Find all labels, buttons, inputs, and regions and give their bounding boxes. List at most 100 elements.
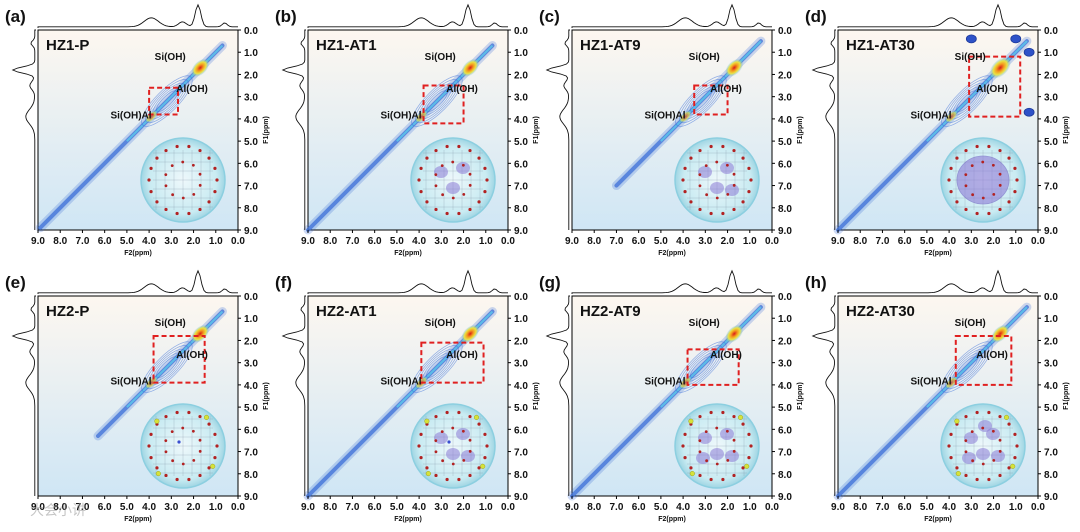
- mesopore: [698, 432, 712, 444]
- mesopore: [962, 452, 976, 464]
- framework-atom: [417, 178, 421, 182]
- contour-line: [941, 75, 993, 127]
- x-tick-label: 9.0: [301, 236, 315, 247]
- framework-atom: [457, 211, 461, 216]
- y-tick-label: 2.0: [514, 336, 528, 347]
- y-tick-label: 8.0: [244, 204, 258, 215]
- y-tick-label: 7.0: [1044, 182, 1058, 193]
- x-tick-label: 0.0: [501, 236, 515, 247]
- x-tick-label: 0.0: [765, 502, 779, 513]
- framework-atom: [187, 477, 191, 482]
- framework-atom: [1013, 456, 1017, 460]
- left-projection: [545, 29, 570, 230]
- framework-atom: [445, 211, 449, 216]
- x-tick-label: 2.0: [987, 236, 1001, 247]
- y-tick-label: 6.0: [514, 425, 528, 436]
- extra-framework-al: [473, 414, 480, 420]
- x-tick-label: 7.0: [875, 236, 889, 247]
- framework-atom: [964, 439, 968, 443]
- framework-atom: [721, 477, 725, 482]
- framework-atom: [987, 410, 991, 415]
- x-tick-label: 5.0: [390, 236, 404, 247]
- x-tick-label: 7.0: [75, 502, 89, 513]
- framework-atom: [1013, 166, 1017, 170]
- framework-atom: [164, 207, 168, 212]
- y-tick-label: 6.0: [1044, 425, 1058, 436]
- x-tick-label: 9.0: [831, 236, 845, 247]
- framework-atom: [181, 196, 185, 200]
- mesopore: [956, 155, 1010, 205]
- framework-atom: [741, 156, 745, 160]
- x-tick-label: 5.0: [920, 502, 934, 513]
- x-tick-label: 7.0: [875, 502, 889, 513]
- framework-atom: [434, 148, 438, 153]
- top-projection: [37, 269, 238, 294]
- top-projection: [307, 269, 508, 294]
- panel-2: Si(OH) Al(OH) Si(OH)Al HZ1-AT1 (b) 9.0 8.0 7.0 6…: [275, 3, 540, 257]
- extra-framework-al: [954, 418, 960, 424]
- y-tick-label: 0.0: [778, 26, 792, 37]
- y-tick-label: 5.0: [514, 403, 528, 414]
- x-tick-label: 2.0: [721, 236, 735, 247]
- x-tick-label: 1.0: [1009, 502, 1023, 513]
- bridge-hotspot: [679, 110, 692, 123]
- x-tick-label: 2.0: [987, 502, 1001, 513]
- x-tick-label: 4.0: [412, 502, 426, 513]
- framework-atom: [155, 200, 159, 204]
- framework-atom: [964, 148, 968, 153]
- region-box: [968, 55, 1022, 118]
- y-tick-label: 5.0: [244, 137, 258, 148]
- framework-atom: [213, 166, 217, 170]
- si-oh-al-label: Si(OH)Al: [644, 376, 685, 387]
- framework-atom: [149, 456, 153, 460]
- framework-atom: [149, 166, 153, 170]
- framework-atom: [698, 473, 702, 478]
- corner-peak: [1023, 107, 1035, 117]
- extra-framework-al: [1010, 463, 1016, 469]
- contour-line: [411, 75, 463, 127]
- x-tick-label: 0.0: [231, 502, 245, 513]
- framework-atom: [477, 466, 481, 470]
- framework-atom: [1015, 178, 1019, 182]
- region-box: [954, 335, 1013, 386]
- y-tick-label: 1.0: [1044, 48, 1058, 59]
- x-tick-label: 8.0: [853, 502, 867, 513]
- mesopore: [720, 162, 734, 174]
- y-tick-label: 5.0: [244, 403, 258, 414]
- left-projection: [11, 295, 36, 496]
- left-projection: [281, 29, 306, 230]
- extra-framework-al: [425, 471, 431, 477]
- framework-atom: [457, 477, 461, 482]
- framework-atom: [192, 193, 196, 196]
- panel-5: Si(OH) Al(OH) Si(OH)Al HZ2-P (e) 9.0 8.0 7.0 6.0…: [5, 269, 270, 523]
- mesopore: [725, 184, 739, 196]
- framework-atom: [175, 410, 179, 415]
- framework-atom: [213, 432, 217, 436]
- framework-atom: [468, 414, 472, 419]
- framework-atom: [164, 173, 168, 177]
- watermark: 大会小讲: [30, 502, 86, 518]
- x-axis-label: F2(ppm): [658, 516, 686, 523]
- y-tick-label: 2.0: [1044, 336, 1058, 347]
- y-tick-label: 8.0: [514, 470, 528, 481]
- panel-letter: (d): [805, 7, 827, 26]
- x-tick-label: 5.0: [120, 502, 134, 513]
- framework-atom: [715, 160, 719, 164]
- x-tick-label: 8.0: [323, 236, 337, 247]
- si-oh-label: Si(OH): [425, 52, 456, 63]
- framework-atom: [681, 444, 685, 448]
- y-tick-label: 8.0: [778, 470, 792, 481]
- sample-label: HZ1-P: [46, 37, 89, 54]
- framework-atom: [725, 429, 729, 433]
- y-tick-label: 8.0: [1044, 470, 1058, 481]
- framework-atom: [683, 166, 687, 170]
- framework-atom: [207, 200, 211, 204]
- framework-atom: [992, 459, 996, 462]
- framework-atom: [1007, 466, 1011, 470]
- framework-atom: [698, 173, 702, 177]
- framework-atom: [419, 166, 423, 170]
- y-tick-label: 0.0: [514, 26, 528, 37]
- al-oh-label: Al(OH): [446, 350, 478, 361]
- y-tick-label: 4.0: [514, 115, 528, 126]
- framework-atom: [461, 163, 465, 167]
